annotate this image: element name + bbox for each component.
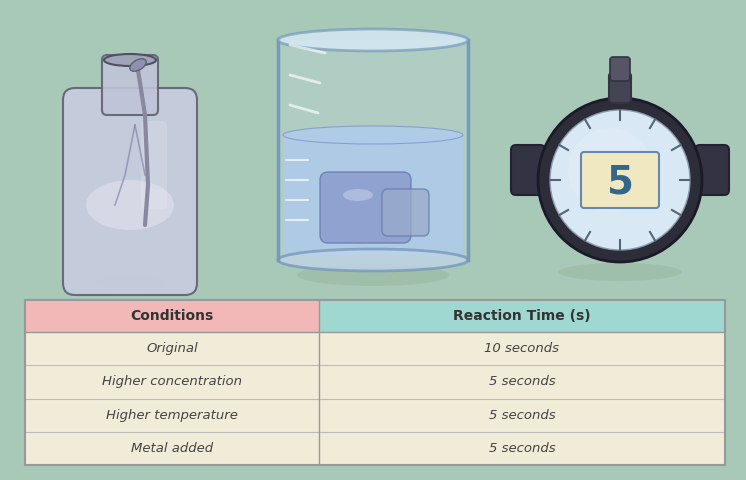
Text: 5 seconds: 5 seconds	[489, 408, 555, 421]
FancyBboxPatch shape	[141, 121, 167, 209]
Text: Higher concentration: Higher concentration	[102, 375, 242, 388]
FancyBboxPatch shape	[511, 145, 545, 195]
FancyBboxPatch shape	[320, 172, 411, 243]
Ellipse shape	[283, 126, 463, 144]
Text: Original: Original	[146, 342, 198, 355]
Bar	[278, 40, 468, 255]
Ellipse shape	[130, 59, 146, 71]
FancyBboxPatch shape	[382, 189, 429, 236]
FancyBboxPatch shape	[102, 55, 158, 115]
Text: 5 seconds: 5 seconds	[489, 375, 555, 388]
Text: 5: 5	[606, 164, 633, 202]
Ellipse shape	[86, 180, 174, 230]
Ellipse shape	[559, 263, 682, 281]
Bar	[283, 135, 463, 255]
Circle shape	[568, 128, 652, 212]
Text: 5 seconds: 5 seconds	[489, 442, 555, 455]
Ellipse shape	[297, 264, 449, 286]
Ellipse shape	[278, 249, 468, 271]
Ellipse shape	[104, 54, 156, 66]
Circle shape	[538, 98, 702, 262]
Bar	[25, 300, 725, 465]
Text: Metal added: Metal added	[131, 442, 213, 455]
Text: Conditions: Conditions	[131, 309, 213, 323]
FancyBboxPatch shape	[610, 57, 630, 81]
FancyBboxPatch shape	[695, 145, 729, 195]
Text: 10 seconds: 10 seconds	[484, 342, 560, 355]
Bar	[319, 300, 725, 332]
Ellipse shape	[343, 189, 373, 201]
Bar	[25, 300, 319, 332]
Ellipse shape	[278, 29, 468, 51]
FancyBboxPatch shape	[581, 152, 659, 208]
Ellipse shape	[95, 276, 165, 290]
Text: Reaction Time (s): Reaction Time (s)	[453, 309, 591, 323]
Bar	[25, 300, 725, 465]
FancyBboxPatch shape	[609, 73, 631, 103]
Text: Higher temperature: Higher temperature	[106, 408, 238, 421]
Circle shape	[550, 110, 690, 250]
FancyBboxPatch shape	[63, 88, 197, 295]
